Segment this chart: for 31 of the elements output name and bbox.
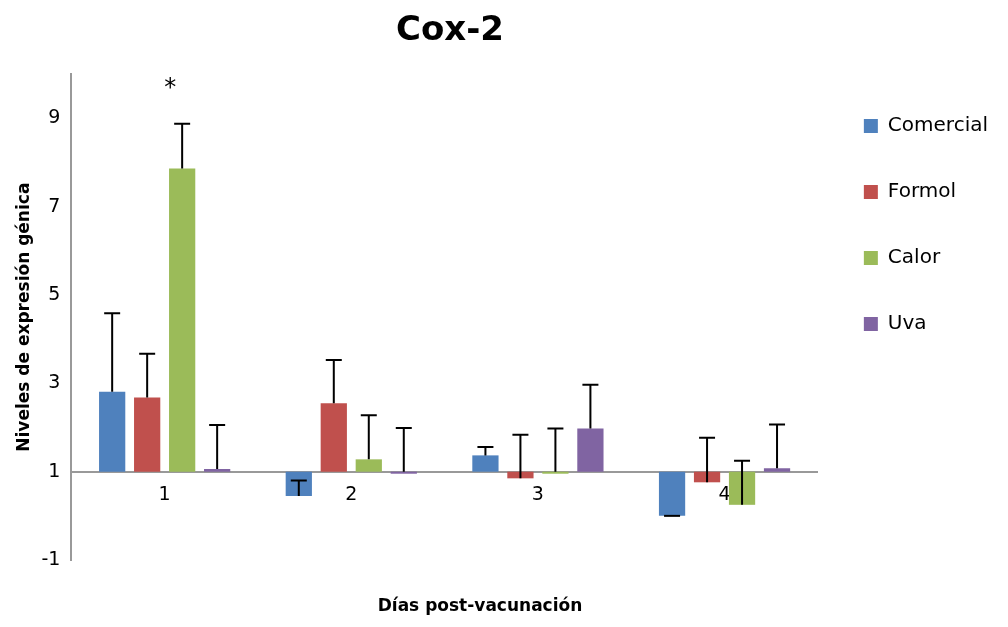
bar	[320, 403, 347, 472]
chart-title: Cox-2	[395, 8, 505, 48]
y-tick-label: 1	[48, 458, 61, 481]
legend-label: Comercial	[887, 112, 988, 137]
legend-label: Uva	[887, 310, 927, 335]
x-tick-label: 4	[718, 482, 731, 505]
bar	[542, 471, 569, 474]
legend-label: Formol	[887, 178, 957, 203]
x-tick-label: 3	[531, 482, 544, 505]
y-tick-label: -1	[41, 546, 61, 569]
y-tick-label: 7	[48, 193, 61, 216]
x-tick-label: 1	[158, 482, 171, 505]
bar	[99, 391, 126, 472]
bar	[169, 168, 196, 472]
bar	[204, 469, 231, 472]
x-axis-title: Días post-vacunación	[376, 595, 584, 615]
bar	[390, 471, 417, 474]
y-tick-label: 9	[48, 105, 61, 128]
bar	[763, 468, 791, 472]
y-tick-label: 3	[48, 370, 61, 393]
bar	[658, 471, 686, 516]
y-tick-label: 5	[48, 282, 61, 305]
bar	[134, 397, 161, 472]
annotation: *	[164, 72, 177, 101]
legend-label: Calor	[887, 244, 941, 269]
y-axis-title: Niveles de expresión génica	[12, 182, 33, 452]
bar	[472, 455, 499, 472]
x-tick-label: 2	[345, 482, 358, 505]
bar	[728, 471, 756, 505]
bar	[355, 459, 382, 472]
bar	[577, 428, 604, 472]
